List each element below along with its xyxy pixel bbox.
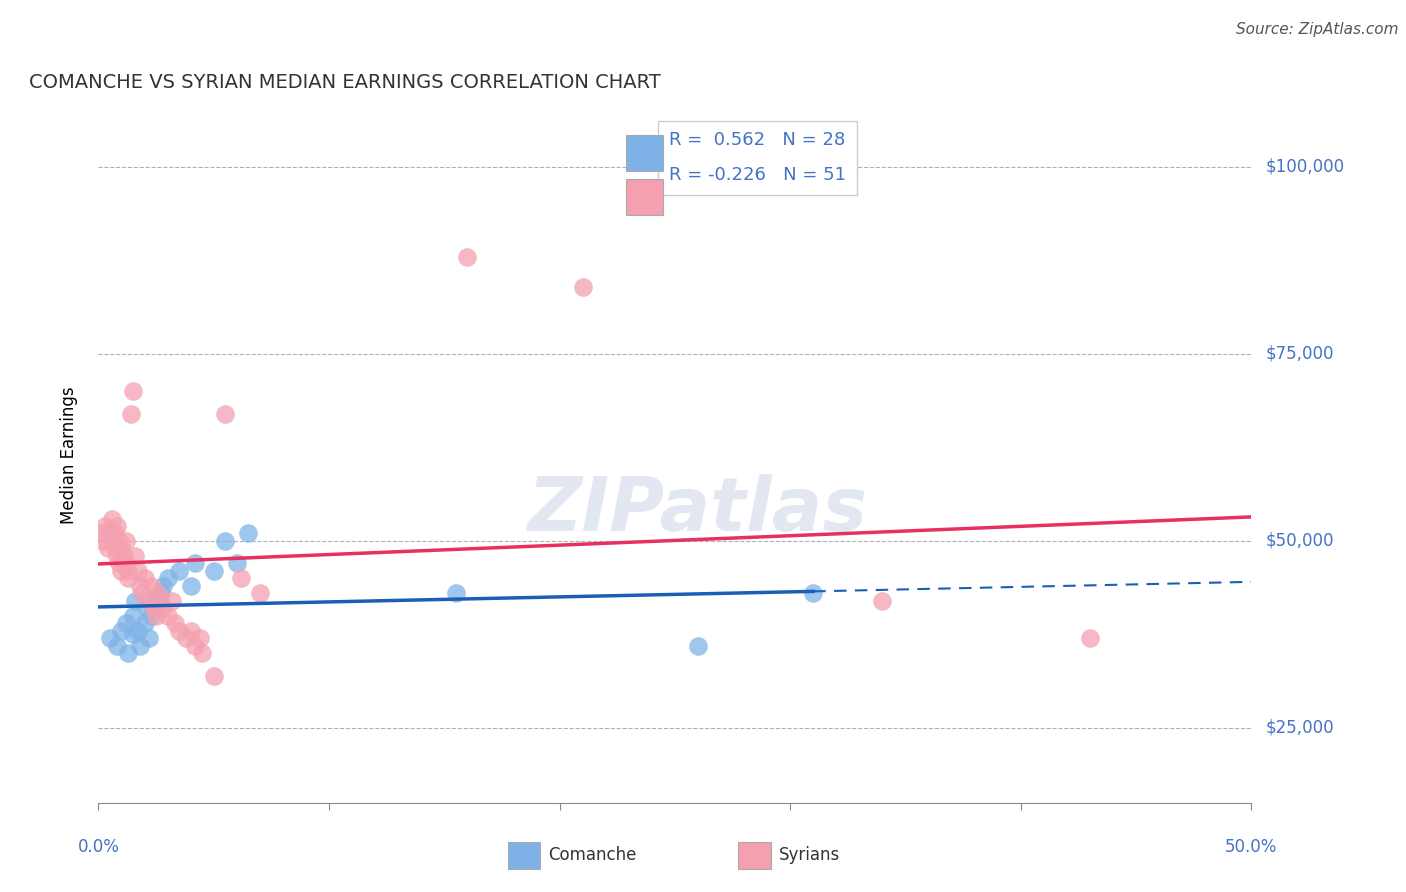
Point [124, 594, 146, 608]
Point [98, 523, 121, 537]
Point [163, 616, 186, 631]
Point [117, 571, 139, 585]
Text: R =  0.562   N = 28
R = -0.226   N = 51: R = 0.562 N = 28 R = -0.226 N = 51 [669, 131, 846, 184]
Point [138, 631, 160, 645]
Point [174, 631, 197, 645]
Point [152, 601, 174, 615]
Text: $100,000: $100,000 [1265, 158, 1344, 176]
Point [184, 639, 207, 653]
Point [108, 557, 131, 571]
Point [110, 564, 132, 578]
Text: 50.0%: 50.0% [1225, 838, 1278, 855]
Point [94, 519, 117, 533]
Text: 0.0%: 0.0% [77, 838, 120, 855]
Point [127, 564, 149, 578]
FancyBboxPatch shape [627, 178, 664, 215]
FancyBboxPatch shape [738, 842, 770, 869]
Point [686, 639, 709, 653]
Point [167, 624, 190, 638]
Point [134, 616, 156, 631]
Point [135, 601, 157, 615]
Point [180, 624, 202, 638]
Point [108, 533, 131, 548]
FancyBboxPatch shape [627, 135, 664, 171]
Point [202, 564, 225, 578]
Point [97, 541, 120, 556]
Point [801, 586, 824, 600]
Point [214, 533, 236, 548]
Point [117, 646, 139, 660]
Point [101, 511, 124, 525]
Point [444, 586, 467, 600]
Point [1078, 631, 1101, 645]
Point [115, 616, 138, 631]
Text: COMANCHE VS SYRIAN MEDIAN EARNINGS CORRELATION CHART: COMANCHE VS SYRIAN MEDIAN EARNINGS CORRE… [30, 72, 661, 92]
Point [115, 533, 138, 548]
Point [138, 594, 160, 608]
Point [122, 608, 145, 623]
Point [145, 608, 167, 623]
Point [129, 639, 152, 653]
Point [167, 564, 190, 578]
Point [127, 624, 149, 638]
Point [149, 586, 172, 600]
Point [156, 608, 179, 623]
Point [110, 624, 132, 638]
Point [112, 549, 135, 563]
Text: ZIPatlas: ZIPatlas [527, 474, 868, 547]
Text: $50,000: $50,000 [1265, 532, 1334, 550]
Point [214, 407, 236, 421]
Point [122, 384, 145, 399]
Point [149, 594, 172, 608]
Point [129, 579, 152, 593]
Point [152, 579, 174, 593]
Point [101, 533, 124, 548]
Point [188, 631, 211, 645]
Point [456, 250, 478, 264]
Point [156, 571, 179, 585]
Point [141, 608, 163, 623]
Point [148, 586, 170, 600]
Text: $25,000: $25,000 [1265, 719, 1334, 737]
Point [105, 549, 128, 563]
Point [117, 564, 139, 578]
Point [115, 557, 138, 571]
Point [872, 594, 894, 608]
Point [90, 526, 112, 541]
Point [141, 579, 163, 593]
Text: $75,000: $75,000 [1265, 345, 1334, 363]
Text: Comanche: Comanche [548, 846, 637, 864]
Point [105, 639, 128, 653]
Point [103, 541, 125, 556]
Text: Source: ZipAtlas.com: Source: ZipAtlas.com [1236, 22, 1399, 37]
Text: Syrians: Syrians [779, 846, 839, 864]
Y-axis label: Median Earnings: Median Earnings [59, 386, 77, 524]
Point [122, 627, 145, 641]
Point [105, 519, 128, 533]
Point [131, 586, 153, 600]
Point [124, 549, 146, 563]
Point [238, 526, 260, 541]
Point [202, 668, 225, 682]
Point [231, 571, 253, 585]
Point [225, 557, 247, 571]
Point [571, 279, 593, 293]
Point [249, 586, 271, 600]
Point [91, 533, 114, 548]
FancyBboxPatch shape [508, 842, 540, 869]
Point [180, 579, 202, 593]
Point [98, 631, 121, 645]
Point [142, 601, 165, 615]
Point [145, 594, 167, 608]
Point [110, 541, 132, 556]
Point [120, 407, 142, 421]
Point [191, 646, 214, 660]
Point [103, 526, 125, 541]
Point [134, 571, 156, 585]
Point [160, 594, 183, 608]
Point [184, 557, 207, 571]
